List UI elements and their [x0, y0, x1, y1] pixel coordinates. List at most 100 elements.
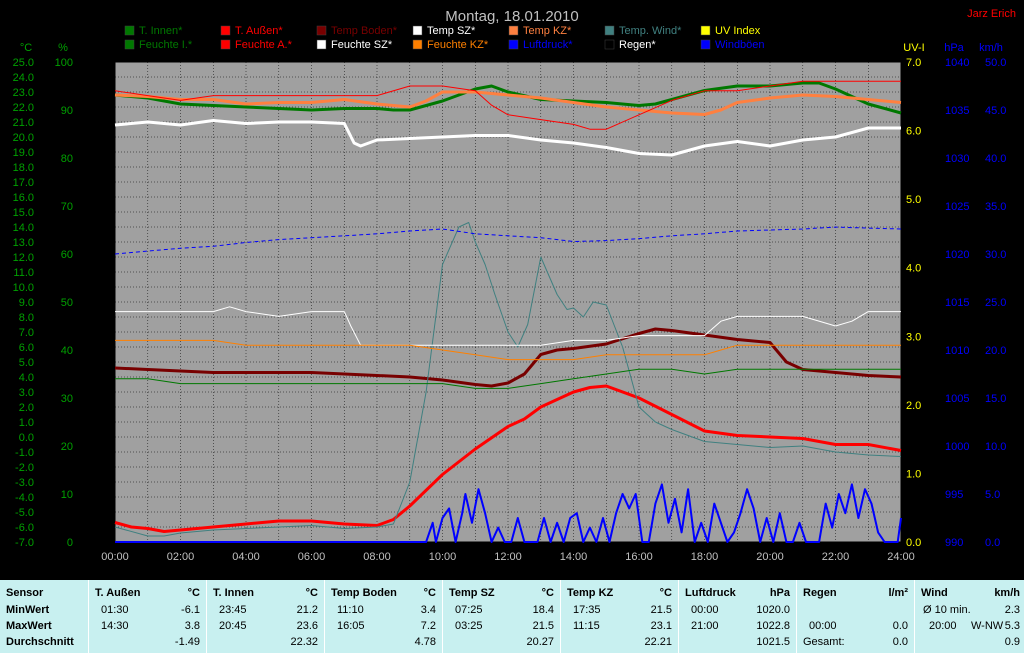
legend-swatch	[412, 39, 423, 50]
legend-label: Feuchte SZ*	[331, 39, 393, 51]
legend-label: Feuchte I.*	[139, 39, 193, 51]
regen-r2-label: 00:00	[809, 620, 837, 632]
axis-unit-label: %	[58, 42, 68, 54]
axis-tick-label: 1020	[945, 249, 969, 261]
axis-tick-label: 16.0	[13, 192, 34, 204]
axis-tick-label: 40.0	[985, 153, 1006, 165]
axis-tick-label: 3.0	[19, 387, 34, 399]
axis-labels: °C 25.0 24.0 23.0 22.0 21.0 20.0 19.0 18.0 17.0 16…	[13, 42, 1007, 549]
legend-label: Temp SZ*	[427, 25, 476, 37]
axis-tick-label: 70	[61, 201, 73, 213]
t-innen-avg: 22.32	[290, 636, 318, 648]
luftdruck-unit: hPa	[769, 587, 790, 599]
axis-tick-label: 1040	[945, 57, 969, 69]
col-sensor: Sensor MinWert MaxWert Durchschnitt	[0, 580, 88, 653]
axis-tick-label: -7.0	[15, 537, 34, 549]
temp-boden-min-time: 11:10	[337, 604, 364, 616]
series-line	[114, 119, 901, 157]
series-line	[115, 483, 902, 543]
axis-tick-label: 3.0	[906, 331, 921, 343]
axis-tick-label: 995	[945, 489, 963, 501]
axis-tick-label: 1015	[945, 297, 969, 309]
col-temp-boden: Temp Boden °C 11:10 3.4 16:05 7.2 4.78	[324, 580, 442, 653]
axis-tick-label: 30.0	[985, 249, 1006, 261]
temp-sz-unit: °C	[541, 587, 554, 599]
axis-tick-label: 8.0	[19, 312, 34, 324]
x-tick-label: 24:00	[887, 551, 915, 563]
regen-total-val: 0.0	[892, 636, 908, 648]
axis-tick-label: 60	[61, 249, 73, 261]
axis-tick-label: 45.0	[985, 105, 1006, 117]
stats-table: Sensor MinWert MaxWert Durchschnitt T. A…	[0, 580, 1024, 653]
axis-tick-label: 7.0	[19, 327, 34, 339]
axis-tick-label: 1.0	[906, 468, 921, 480]
axis-tick-label: 1000	[945, 441, 969, 453]
series-line	[114, 80, 901, 130]
legend-swatch	[604, 25, 615, 36]
axis-tick-label: 1.0	[19, 417, 34, 429]
axis-tick-label: 90	[61, 105, 73, 117]
legend-label: Temp KZ*	[523, 25, 572, 37]
series-line	[114, 327, 902, 388]
legend-swatch	[220, 39, 231, 50]
legend-swatch	[124, 39, 135, 50]
t-aussen-max-val: 3.8	[184, 620, 200, 632]
axis-tick-label: 1.0	[93, 441, 108, 453]
t-aussen-unit: °C	[187, 587, 200, 599]
t-innen-unit: °C	[305, 587, 318, 599]
axis-tick-label: 5.0	[906, 194, 921, 206]
legend-label: Feuchte A.*	[235, 39, 293, 51]
axis-tick-label: 11.0	[13, 267, 34, 279]
regen-total-label: Gesamt:	[803, 636, 845, 648]
axis-tick-label: 4.0	[906, 263, 921, 275]
axis-unit-label: hPa	[944, 42, 964, 54]
t-aussen-min-val: -6.1	[181, 604, 200, 616]
x-tick-label: 08:00	[363, 551, 391, 563]
wind-r3-val: 0.9	[1004, 636, 1020, 648]
axis-tick-label: 20.0	[985, 345, 1006, 357]
series-line	[114, 81, 902, 115]
axis-tick-label: 80	[61, 153, 73, 165]
axis-tick-label: 22.0	[13, 102, 34, 114]
axis-tick-label: 50.0	[985, 57, 1006, 69]
luftdruck-max-val: 1022.8	[756, 620, 790, 632]
axis-tick-label: 5.0	[93, 57, 108, 69]
axis-tick-label: 0.0	[985, 537, 1000, 549]
wind-max-direction: W-NW	[971, 620, 1004, 632]
axis-tick-label: 6.0	[19, 342, 34, 354]
wind-max-time: 20:00	[929, 620, 957, 632]
series-line	[114, 222, 902, 537]
temp-sz-max-val: 21.5	[532, 620, 554, 632]
temp-sz-header: Temp SZ	[449, 587, 495, 599]
legend-label: Feuchte KZ*	[427, 39, 489, 51]
temp-kz-unit: °C	[659, 587, 672, 599]
axis-tick-label: 1025	[945, 201, 969, 213]
legend-label: T. Außen*	[235, 25, 283, 37]
axis-tick-label: 100	[55, 57, 73, 69]
t-innen-max-time: 20:45	[219, 620, 247, 632]
col-temp-kz: Temp KZ °C 17:35 21.5 11:15 23.1 22.21	[560, 580, 678, 653]
col-luftdruck: Luftdruck hPa 00:00 1020.0 21:00 1022.8 …	[678, 580, 796, 653]
axis-tick-label: -3.0	[15, 477, 34, 489]
wind-avg-label: Ø 10 min.	[923, 604, 971, 616]
axis-unit-label: km/h	[979, 42, 1003, 54]
axis-tick-label: 20.0	[13, 132, 34, 144]
axis-unit-label: UV-I	[903, 42, 924, 54]
x-tick-label: 18:00	[691, 551, 719, 563]
legend-swatch	[508, 39, 519, 50]
series-line	[115, 368, 901, 389]
axis-tick-label: 18.0	[13, 162, 34, 174]
temp-boden-header: Temp Boden	[331, 587, 397, 599]
temp-kz-max-time: 11:15	[573, 620, 600, 632]
t-aussen-avg: -1.49	[174, 636, 200, 648]
temp-boden-max-val: 7.2	[420, 620, 436, 632]
axis-tick-label: 40	[61, 345, 73, 357]
x-tick-label: 14:00	[560, 551, 588, 563]
axis-tick-label: 990	[945, 537, 963, 549]
luftdruck-avg: 1021.5	[756, 636, 790, 648]
axis-tick-label: 1035	[945, 105, 969, 117]
axis-tick-label: -5.0	[15, 507, 34, 519]
legend-label: Temp. Wind*	[619, 25, 682, 37]
axis-tick-label: 1005	[945, 393, 969, 405]
axis-tick-label: 6.0	[906, 126, 921, 138]
